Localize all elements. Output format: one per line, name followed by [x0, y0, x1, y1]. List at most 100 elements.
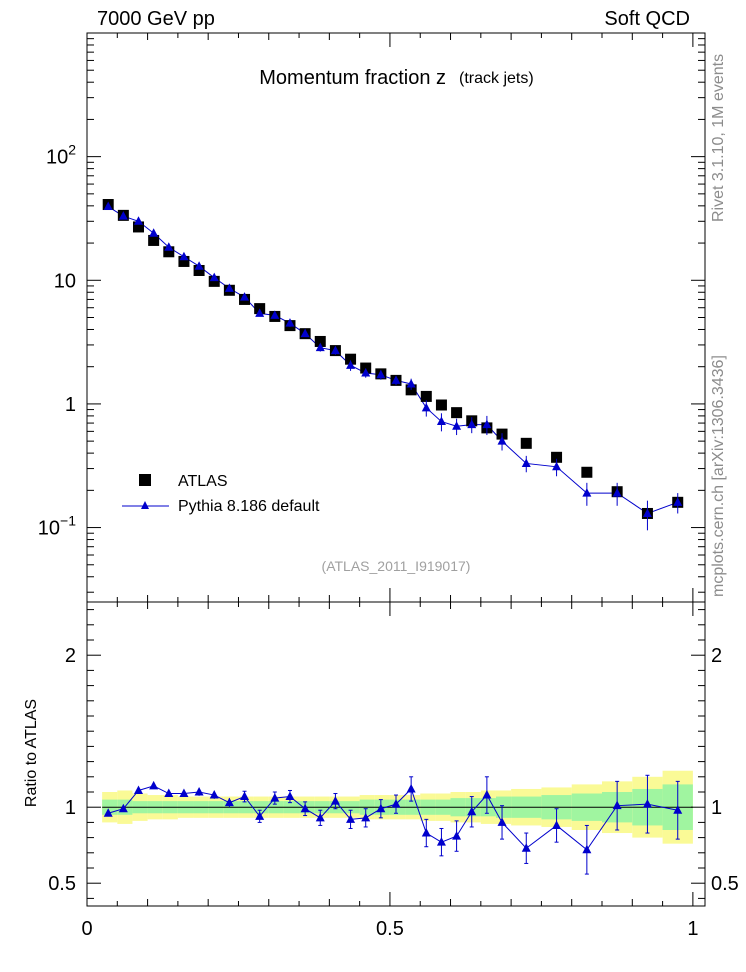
- ratio-point: [642, 799, 652, 808]
- pythia-point: [406, 378, 416, 388]
- ratio-y-tick-label-left: 0.5: [48, 873, 76, 895]
- y-tick-label: 102: [46, 142, 76, 169]
- ratio-point: [300, 803, 310, 813]
- pythia-point: [521, 458, 531, 467]
- ratio-point: [406, 783, 416, 793]
- ratio-point: [255, 811, 265, 820]
- ratio-point: [134, 785, 143, 794]
- ratio-point: [552, 820, 562, 829]
- chart-watermark: (ATLAS_2011_I919017): [322, 558, 471, 574]
- pythia-point: [270, 310, 280, 319]
- pythia-point: [103, 201, 113, 211]
- ratio-point: [421, 828, 431, 837]
- ratio-point: [582, 844, 592, 854]
- x-tick-label: 0.5: [376, 918, 404, 940]
- main-frame: [86, 32, 706, 603]
- ratio-point: [118, 803, 128, 813]
- pythia-point: [300, 328, 310, 338]
- pythia-point: [361, 367, 371, 377]
- pythia-point: [467, 419, 477, 429]
- ratio-point: [467, 806, 477, 816]
- side-label-upper: Rivet 3.1.10, 1M events: [710, 54, 727, 222]
- atlas-point: [435, 399, 447, 411]
- y-tick-label: 10: [54, 270, 76, 292]
- pythia-point: [642, 508, 652, 517]
- ratio-point: [346, 814, 356, 823]
- chart-subtitle: (track jets): [459, 70, 534, 87]
- y-tick-label: 10−1: [38, 513, 76, 540]
- ratio-point: [240, 791, 250, 801]
- ratio-point: [673, 805, 683, 814]
- ratio-point: [436, 837, 446, 846]
- pythia-point: [134, 216, 143, 225]
- x-tick-label: 1: [687, 918, 698, 940]
- ratio-point: [103, 808, 113, 817]
- ratio-point: [194, 787, 204, 796]
- legend-pythia-marker: [141, 501, 149, 509]
- pythia-point: [376, 369, 386, 379]
- ratio-point: [497, 817, 507, 826]
- pythia-point: [118, 211, 128, 220]
- pythia-point: [240, 292, 250, 301]
- pythia-point: [330, 345, 340, 355]
- pythia-point: [482, 419, 492, 429]
- ratio-point: [164, 788, 174, 798]
- header-right: Soft QCD: [604, 8, 690, 30]
- ratio-point: [270, 793, 280, 802]
- atlas-point: [451, 407, 463, 419]
- ratio-y-tick-label-right: 0.5: [711, 873, 739, 895]
- atlas-point: [551, 451, 563, 463]
- ratio-point: [612, 800, 622, 810]
- ratio-frame: [86, 601, 706, 907]
- atlas-point: [193, 264, 205, 276]
- legend-pythia-label: Pythia 8.186 default: [178, 498, 320, 515]
- side-label-lower: mcplots.cern.ch [arXiv:1306.3436]: [710, 355, 727, 597]
- pythia-point: [255, 308, 265, 317]
- ratio-point: [315, 812, 325, 822]
- ratio-point: [149, 780, 159, 790]
- ratio-point: [452, 831, 462, 840]
- ratio-point: [361, 812, 371, 822]
- pythia-point: [179, 251, 189, 261]
- ratio-y-tick-label-left: 2: [65, 645, 76, 667]
- pythia-point: [391, 375, 401, 384]
- pythia-point: [315, 342, 325, 352]
- x-tick-label: 0: [81, 918, 92, 940]
- pythia-point: [582, 488, 592, 497]
- atlas-point: [133, 221, 144, 233]
- ratio-panel: 0.5 0.5 1 1 2 2 0 0.5 1 Ratio to ATLAS: [23, 601, 739, 940]
- atlas-point: [420, 390, 432, 402]
- pythia-point: [452, 421, 462, 430]
- atlas-point: [163, 246, 175, 258]
- header-left: 7000 GeV pp: [97, 8, 215, 30]
- pythia-point: [612, 488, 622, 497]
- atlas-point: [314, 335, 326, 347]
- pythia-point: [436, 416, 446, 426]
- ratio-point: [209, 790, 219, 799]
- ratio-point: [179, 788, 189, 798]
- ratio-y-tick-label-right: 2: [711, 645, 722, 667]
- atlas-point: [345, 353, 357, 365]
- ratio-point: [376, 803, 386, 813]
- ratio-point: [285, 791, 295, 801]
- pythia-point: [497, 436, 507, 445]
- atlas-point: [148, 234, 160, 246]
- ratio-point: [391, 799, 401, 808]
- atlas-point: [208, 275, 220, 287]
- chart-title: Momentum fraction z: [259, 67, 446, 89]
- pythia-point: [421, 402, 431, 412]
- pythia-point: [224, 283, 234, 292]
- legend-atlas-label: ATLAS: [178, 473, 228, 490]
- pythia-point: [552, 461, 562, 471]
- legend-atlas-marker: [139, 474, 151, 486]
- pythia-point: [285, 318, 295, 327]
- atlas-point: [520, 437, 532, 449]
- ratio-point: [521, 843, 531, 852]
- ratio-y-tick-label-left: 1: [65, 797, 76, 819]
- pythia-point: [164, 242, 174, 251]
- atlas-point: [581, 466, 593, 478]
- ratio-point: [482, 790, 492, 799]
- y-tick-label: 1: [65, 394, 76, 416]
- pythia-point: [149, 228, 159, 237]
